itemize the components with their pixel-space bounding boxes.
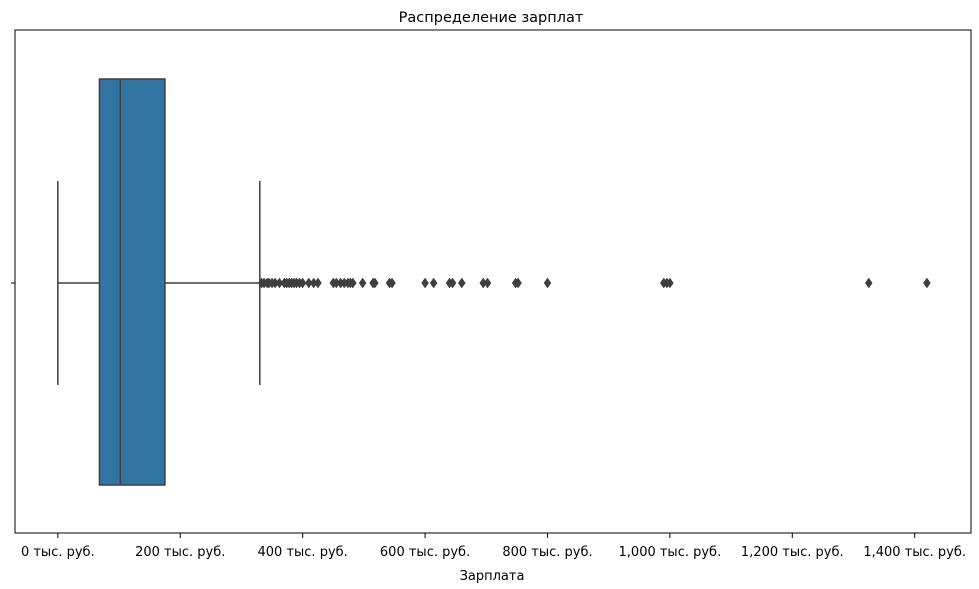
x-tick-label: 600 тыс. руб.	[380, 545, 470, 560]
x-tick-label: 800 тыс. руб.	[502, 545, 592, 560]
x-tick-label: 1,200 тыс. руб.	[741, 545, 844, 560]
outlier-point	[421, 277, 429, 289]
x-tick-label: 400 тыс. руб.	[258, 545, 348, 560]
x-axis-label: Зарплата	[460, 569, 525, 584]
outlier-point	[388, 277, 396, 289]
outlier-point	[314, 277, 322, 289]
outlier-point	[514, 277, 522, 289]
outlier-point	[358, 277, 367, 289]
plot-frame	[14, 29, 972, 534]
x-tick-label: 1,400 тыс. руб.	[863, 545, 966, 560]
outlier-point	[864, 277, 873, 289]
interquartile-box	[98, 78, 166, 486]
outlier-point	[429, 277, 438, 289]
x-axis: 0 тыс. руб. 200 тыс. руб. 400 тыс. руб. 600…	[21, 533, 966, 560]
outlier-point	[543, 277, 552, 289]
outlier-point	[457, 277, 466, 289]
outlier-point	[371, 277, 379, 289]
outlier-point	[483, 277, 492, 289]
x-tick-label: 200 тыс. руб.	[135, 545, 225, 560]
outlier-point	[298, 277, 307, 289]
outlier-point	[666, 277, 674, 289]
outlier-point	[923, 277, 931, 289]
outlier-point	[448, 277, 457, 289]
chart-title: Распределение зарплат	[399, 10, 584, 26]
outlier-point	[349, 277, 357, 289]
plot-area	[11, 29, 972, 534]
x-tick-label: 0 тыс. руб.	[21, 545, 95, 560]
x-tick-label: 1,000 тыс. руб.	[619, 545, 722, 560]
